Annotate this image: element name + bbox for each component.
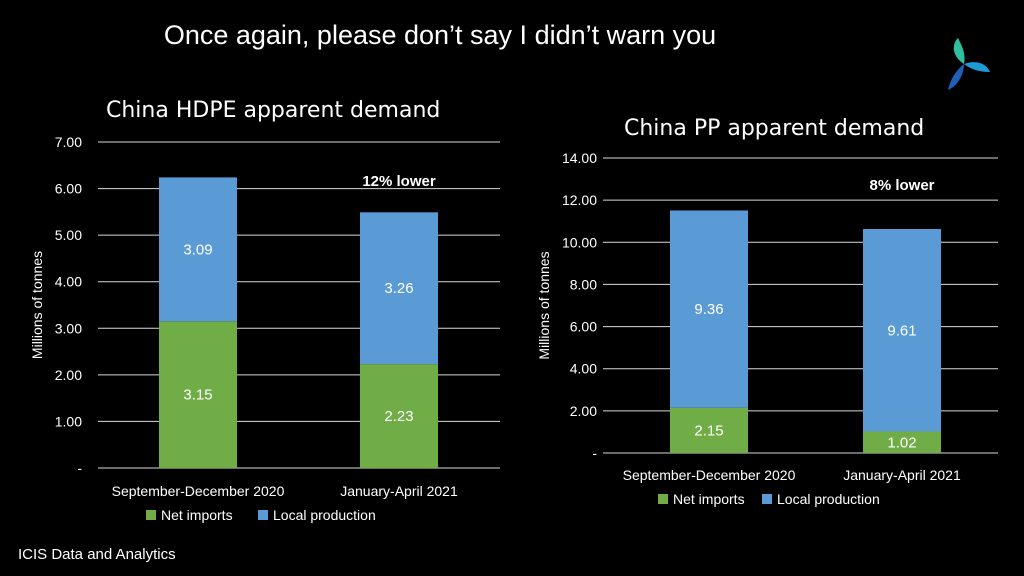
hdpe-chart-title: China HDPE apparent demand [106,98,441,123]
category-label: January-April 2021 [340,483,458,499]
y-axis-title: Millions of tonnes [29,251,45,359]
y-tick-label: 4.00 [55,274,82,290]
legend-label: Local production [777,491,880,507]
trefoil-logo-icon [948,38,990,90]
pp-chart-title: China PP apparent demand [624,116,925,141]
category-label: September-December 2020 [112,483,285,499]
legend-label: Net imports [161,507,233,523]
data-label: 3.26 [384,280,413,297]
data-label: 2.23 [384,408,413,425]
bar-segment [360,212,438,365]
source-footer: ICIS Data and Analytics [18,546,176,563]
data-label: 1.02 [887,434,916,451]
bar-segment [863,229,941,432]
legend-swatch [658,494,668,504]
bar-segment [670,407,748,453]
bar-segment [159,177,237,322]
legend-swatch [146,510,156,520]
y-tick-label: 2.00 [570,403,597,419]
data-label: 9.61 [887,322,916,339]
data-label: 2.15 [694,422,723,439]
y-tick-label: - [592,445,597,461]
y-tick-label: 8.00 [570,276,597,292]
bar-segment [863,431,941,453]
y-tick-label: 14.00 [562,150,597,166]
y-tick-label: - [77,460,82,476]
y-tick-label: 10.00 [562,234,597,250]
legend-swatch [258,510,268,520]
y-tick-label: 12.00 [562,192,597,208]
y-tick-label: 6.00 [55,181,82,197]
y-axis-title: Millions of tonnes [536,251,552,359]
y-tick-label: 6.00 [570,319,597,335]
legend-swatch [762,494,772,504]
bar-segment [670,210,748,408]
bar-segment [159,321,237,468]
y-tick-label: 2.00 [55,367,82,383]
chart-annotation: 12% lower [362,173,436,190]
y-tick-label: 4.00 [570,361,597,377]
data-label: 9.36 [694,301,723,318]
category-label: January-April 2021 [843,467,961,483]
page-title: Once again, please don’t say I didn’t wa… [163,20,717,50]
chart-annotation: 8% lower [869,177,934,194]
y-tick-label: 1.00 [55,413,82,429]
legend-label: Net imports [673,491,745,507]
bar-segment [360,364,438,468]
y-tick-label: 7.00 [55,134,82,150]
category-label: September-December 2020 [623,467,796,483]
data-label: 3.15 [183,387,212,404]
y-tick-label: 5.00 [55,227,82,243]
y-tick-label: 3.00 [55,320,82,336]
legend-label: Local production [273,507,376,523]
data-label: 3.09 [183,241,212,258]
